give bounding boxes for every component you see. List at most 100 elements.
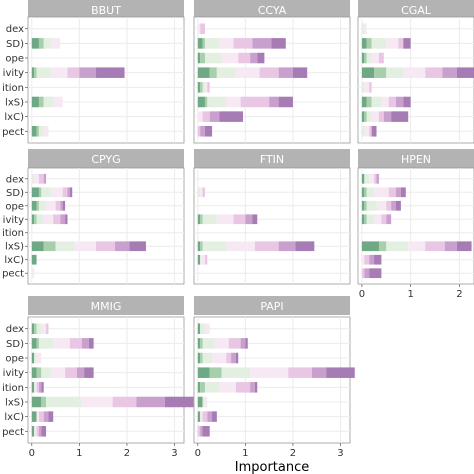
bar-segment xyxy=(288,367,312,378)
bar-segment xyxy=(371,52,379,64)
bar-segment xyxy=(31,173,35,184)
y-tick-label: ivity xyxy=(3,215,24,226)
bar-segment xyxy=(226,352,232,364)
bar-segment xyxy=(403,67,426,78)
bar-segment xyxy=(202,352,213,364)
bar-segment xyxy=(200,323,205,334)
bar-segment xyxy=(62,200,66,211)
bar-segment xyxy=(271,38,286,49)
panel-mmig: MMIG dex SD) ope ivity ition lxS) lxC) pect 0 1 2 3 xyxy=(2,296,194,459)
bar-segment xyxy=(34,173,39,184)
bar-segment xyxy=(212,352,227,364)
bar-segment xyxy=(31,411,37,422)
bar-segment xyxy=(252,214,258,225)
bar-segment xyxy=(233,38,253,49)
bar-segment xyxy=(197,241,201,252)
bar-segment xyxy=(43,96,54,108)
bar-segment xyxy=(197,96,205,108)
bar-segment xyxy=(361,23,365,34)
panel-ccya: CCYA xyxy=(193,0,351,144)
bar-segment xyxy=(31,352,35,364)
bar-segment xyxy=(250,52,258,64)
bar-segment xyxy=(369,173,375,184)
bar-segment xyxy=(202,187,205,198)
bar-segment xyxy=(81,338,89,349)
panel-cpyg: CPYG dex SD) ope ivity ition lxS) lxC) pect xyxy=(2,149,185,285)
x-tick-label: 3 xyxy=(171,448,177,459)
y-tick-label: SD) xyxy=(6,188,24,199)
strip-cpyg xyxy=(28,149,184,168)
bar-segment xyxy=(240,338,246,349)
bar-segment xyxy=(361,268,365,279)
bar-segment xyxy=(31,396,42,408)
bar-segment xyxy=(197,323,201,334)
bar-segment xyxy=(34,323,37,334)
bar-segment xyxy=(31,38,39,49)
bar-segment xyxy=(96,67,125,78)
bar-segment xyxy=(386,67,404,78)
bar-segment xyxy=(228,338,241,349)
bar-segment xyxy=(361,241,379,252)
y-tick-label: lxC) xyxy=(4,255,24,266)
bar-segment xyxy=(197,214,201,225)
bar-segment xyxy=(388,96,397,108)
bar-segment xyxy=(36,200,39,211)
panel-border xyxy=(27,316,185,444)
bar-segment xyxy=(200,382,205,393)
bar-segment xyxy=(41,426,47,437)
bar-segment xyxy=(34,67,37,78)
bar-segment xyxy=(366,111,372,122)
bar-segment xyxy=(386,200,392,211)
bar-segment xyxy=(425,67,443,78)
bar-segment xyxy=(226,96,241,108)
bar-segment xyxy=(374,173,377,184)
bar-segment xyxy=(371,96,382,108)
bar-segment xyxy=(197,38,203,49)
bar-segment xyxy=(366,52,372,64)
strip-label: PAPI xyxy=(260,300,283,313)
bar-segment xyxy=(34,426,37,437)
bar-segment xyxy=(369,254,375,265)
bar-segment xyxy=(366,38,372,49)
bar-segment xyxy=(425,241,445,252)
bar-segment xyxy=(219,38,234,49)
bar-segment xyxy=(361,254,365,265)
bar-segment xyxy=(326,367,355,378)
bar-segment xyxy=(371,126,377,137)
bar-segment xyxy=(221,367,251,378)
bar-segment xyxy=(364,23,367,34)
bar-segment xyxy=(34,352,37,364)
bar-segment xyxy=(226,241,255,252)
strip-papi xyxy=(194,296,350,315)
bar-segment xyxy=(235,382,251,393)
strip-ccya xyxy=(194,0,350,19)
bar-segment xyxy=(221,52,239,64)
bar-segment xyxy=(31,241,44,252)
bar-segment xyxy=(48,411,54,422)
bar-segment xyxy=(366,200,377,211)
bar-segment xyxy=(383,111,392,122)
panel-border xyxy=(357,16,474,144)
strip-label: FTIN xyxy=(260,153,284,166)
bar-segment xyxy=(204,126,213,137)
bar-segment xyxy=(374,254,382,265)
bar-segment xyxy=(31,268,35,279)
bar-segment xyxy=(376,200,387,211)
y-tick-label: dex xyxy=(6,24,24,35)
bar-segment xyxy=(278,67,293,78)
y-tick-label: SD) xyxy=(6,339,24,350)
bar-segment xyxy=(46,323,49,334)
bar-segment xyxy=(374,214,382,225)
y-tick-label: ivity xyxy=(3,368,24,379)
bar-segment xyxy=(369,268,382,279)
bar-segment xyxy=(408,241,426,252)
bar-segment xyxy=(200,23,205,34)
bar-segment xyxy=(364,82,370,93)
bar-segment xyxy=(366,187,375,198)
panels-layer: BBUT dex SD) ope ivity ition lxS) lxC) pect CCYA C… xyxy=(2,0,474,459)
bar-segment xyxy=(200,214,203,225)
bar-segment xyxy=(38,382,42,393)
panel-border xyxy=(27,167,185,285)
bar-segment xyxy=(43,411,49,422)
bar-segment xyxy=(69,338,82,349)
